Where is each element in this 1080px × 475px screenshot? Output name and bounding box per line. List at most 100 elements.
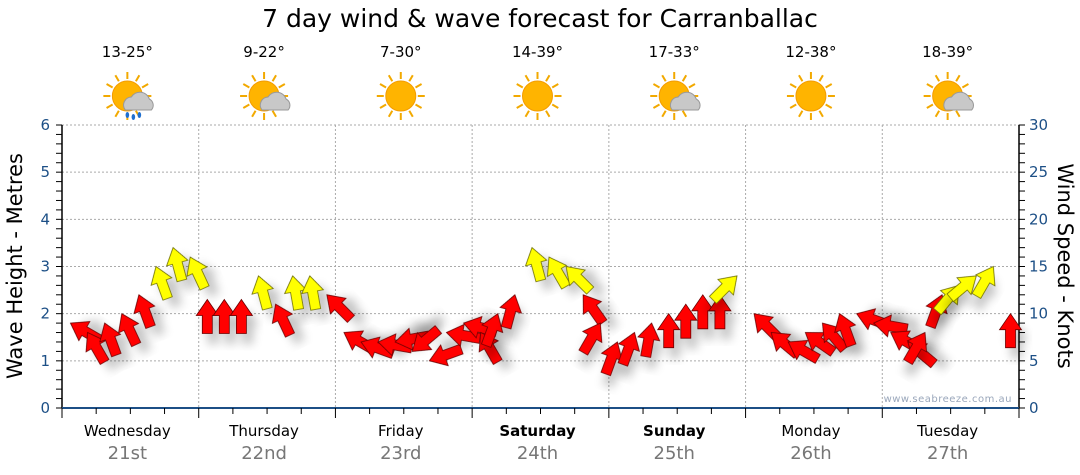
sun-ray — [551, 103, 559, 109]
cloud — [943, 91, 974, 111]
sun-ray — [789, 83, 797, 89]
sun-ray — [114, 110, 120, 118]
wind-arrow — [195, 298, 220, 334]
cloud — [670, 91, 701, 111]
wind-arrow — [674, 303, 698, 339]
sun-ray — [798, 110, 804, 118]
day-label: Thursday — [228, 422, 299, 440]
sun-ray — [818, 110, 824, 118]
sun-ray — [961, 83, 969, 89]
sun-ray — [408, 110, 414, 118]
y2-axis-label: Wind Speed - Knots — [1053, 163, 1077, 368]
sun-ray — [825, 103, 833, 109]
wind-arrow — [565, 266, 595, 295]
sun-ray — [681, 110, 688, 118]
wind-arrow — [133, 294, 156, 329]
wind-arrow — [617, 331, 640, 367]
wind-arrow — [360, 336, 396, 359]
wind-arrow — [99, 322, 122, 358]
wind-arrow — [691, 294, 715, 330]
day-label: Wednesday — [84, 422, 171, 440]
sun-ray — [681, 74, 688, 82]
sun-ray — [798, 74, 804, 82]
sun-ray — [934, 110, 941, 118]
temperature-label: 9-22° — [243, 43, 285, 61]
sun-ray — [789, 103, 797, 109]
wind-arrow — [971, 265, 996, 299]
sun-disc — [795, 80, 827, 112]
watermark: www.seabreeze.com.au — [884, 394, 1012, 405]
y2-tick-label: 15 — [1029, 258, 1048, 276]
sun-ray — [545, 110, 551, 118]
sun-ray — [825, 83, 833, 89]
rain-drop — [131, 114, 136, 120]
wind-arrow — [229, 298, 254, 334]
date-label: 26th — [790, 443, 831, 464]
sun-disc — [522, 80, 553, 112]
rain-drop — [137, 112, 142, 118]
y-tick-label: 1 — [40, 352, 50, 370]
sun-ray — [661, 74, 667, 82]
date-label: 21st — [108, 443, 147, 464]
sun-ray — [242, 83, 250, 89]
y2-tick-label: 25 — [1029, 163, 1048, 181]
wind-arrow — [656, 312, 681, 349]
wind-arrow — [251, 275, 275, 311]
sun-ray — [652, 103, 660, 109]
day-label: Monday — [781, 422, 840, 440]
wind-arrow — [301, 275, 325, 311]
wind-arrow — [524, 246, 548, 283]
y2-tick-label: 30 — [1029, 116, 1048, 134]
date-label: 23rd — [380, 443, 421, 464]
chart-title: 7 day wind & wave forecast for Carranbal… — [262, 4, 818, 33]
temperature-label: 12-38° — [785, 43, 836, 61]
sun-ray — [114, 74, 120, 82]
wind-arrow — [326, 294, 356, 323]
sun-cloud-rain-icon — [103, 72, 154, 120]
sun-ray — [271, 110, 277, 118]
sun-cloud-icon — [650, 72, 701, 120]
wind-arrow — [480, 313, 504, 348]
day-label: Tuesday — [916, 422, 978, 440]
sun-ray — [106, 103, 114, 109]
sun-ray — [524, 74, 530, 82]
sun-ray — [134, 74, 141, 82]
sun-disc — [385, 80, 417, 112]
wind-arrow — [708, 294, 732, 330]
wind-arrow — [186, 256, 210, 291]
y-tick-label: 2 — [40, 305, 50, 323]
y-axis-label: Wave Height - Metres — [3, 153, 27, 379]
wind-arrow — [873, 314, 909, 338]
cloud — [259, 91, 291, 111]
sun-ray — [251, 74, 257, 82]
temperature-label: 14-39° — [512, 43, 563, 61]
sun-icon — [786, 72, 835, 120]
y-tick-label: 0 — [40, 399, 50, 417]
sun-ray — [545, 74, 551, 82]
wind-arrow — [411, 325, 443, 352]
sun-ray — [141, 83, 149, 89]
cloud — [123, 91, 154, 111]
sun-icon — [376, 72, 425, 120]
wind-arrow — [787, 340, 821, 364]
sun-ray — [524, 110, 530, 118]
wind-arrow — [271, 303, 296, 338]
temperature-label: 13-25° — [102, 43, 153, 61]
sun-ray — [106, 83, 114, 89]
wind-arrow — [428, 343, 464, 367]
wind-arrow — [998, 312, 1023, 349]
sun-ray — [516, 83, 524, 89]
sun-ray — [278, 83, 286, 89]
wind-arrow — [946, 275, 977, 303]
date-label: 24th — [517, 443, 558, 464]
wind-arrow — [150, 265, 173, 301]
day-label: Saturday — [499, 422, 576, 440]
sun-ray — [818, 74, 824, 82]
sun-icon — [513, 72, 562, 120]
sun-ray — [271, 74, 277, 82]
sun-ray — [379, 83, 387, 89]
date-label: 22nd — [241, 443, 287, 464]
sun-ray — [955, 74, 961, 82]
sun-ray — [415, 103, 423, 109]
